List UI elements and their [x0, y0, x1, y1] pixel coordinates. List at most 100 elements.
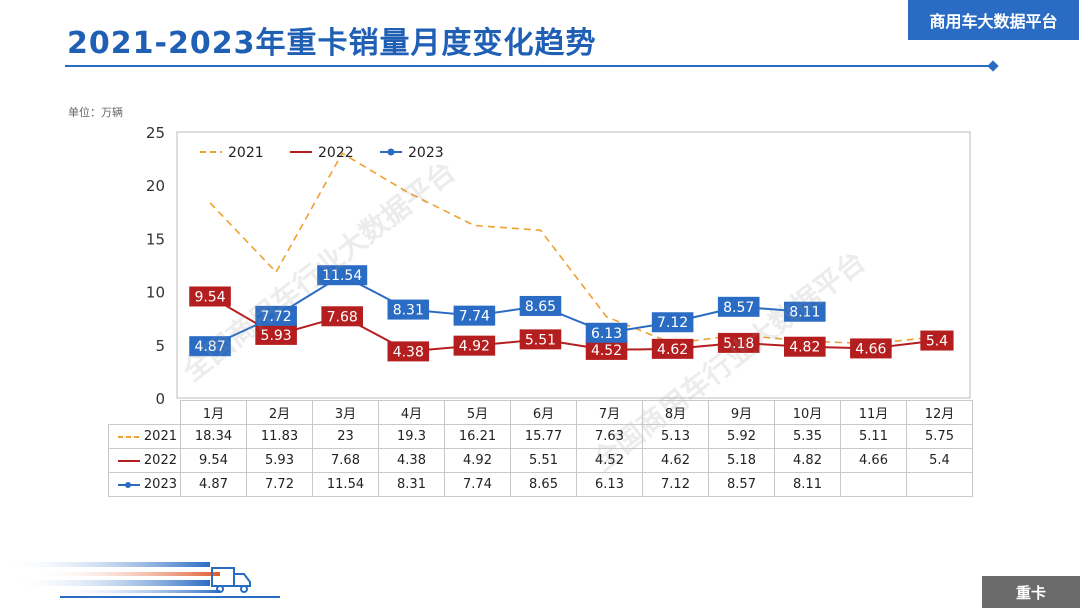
data-label-box [585, 339, 628, 360]
table-cell: 5.92 [708, 424, 775, 449]
y-tick-label: 25 [146, 124, 165, 142]
data-label: 5.51 [525, 332, 556, 348]
data-label: 7.68 [327, 309, 358, 325]
table-cell: 5.75 [906, 424, 973, 449]
data-label: 9.54 [194, 289, 225, 305]
data-label: 4.92 [459, 339, 490, 355]
data-label-box [920, 330, 954, 351]
legend: 2021 2022 2023 [200, 145, 444, 161]
legend-label-2023: 2023 [408, 145, 444, 161]
table-header-cell: 11月 [840, 400, 907, 425]
table-cell: 18.34 [180, 424, 247, 449]
data-label-box [321, 306, 364, 327]
data-label-box [717, 296, 760, 317]
data-label: 11.54 [322, 268, 362, 284]
table-cell: 8.65 [510, 472, 577, 497]
legend-label-2022: 2022 [318, 145, 354, 161]
data-label: 5.4 [926, 334, 948, 350]
table-cell: 5.93 [246, 448, 313, 473]
data-label-box [519, 295, 562, 316]
data-label: 4.62 [657, 342, 688, 358]
table-cell: 11.83 [246, 424, 313, 449]
y-tick-label: 15 [146, 230, 165, 248]
table-cell: 7.72 [246, 472, 313, 497]
y-tick-label: 0 [155, 390, 165, 408]
series-line-2023 [209, 274, 805, 348]
table-cell: 5.13 [642, 424, 709, 449]
table-header-cell: 9月 [708, 400, 775, 425]
data-label-box [519, 329, 562, 350]
row-series-name: 2023 [143, 477, 177, 492]
table-row-label: 2023 [108, 472, 181, 497]
table-cell: 16.21 [444, 424, 511, 449]
data-label-layer: 9.54 5.93 7.68 4.38 4.92 5.51 4.52 4.62 5.18 4.82… [189, 265, 954, 362]
plot-border [176, 131, 971, 399]
data-label-box [850, 338, 892, 359]
table-cell: 4.92 [444, 448, 511, 473]
series-line-2021 [209, 152, 938, 345]
data-label: 8.11 [789, 305, 820, 321]
series-layer [206, 152, 938, 353]
data-label: 8.57 [723, 300, 754, 316]
data-label-box [189, 336, 231, 357]
data-label-box [453, 335, 496, 356]
table-cell: 9.54 [180, 448, 247, 473]
data-label-box [717, 332, 760, 353]
y-tick-label: 20 [146, 177, 165, 195]
table-header-cell: 6月 [510, 400, 577, 425]
table-cell: 15.77 [510, 424, 577, 449]
table-header-cell: 8月 [642, 400, 709, 425]
table-cell: 8.31 [378, 472, 445, 497]
table-header-cell: 10月 [774, 400, 841, 425]
table-header-cell: 5月 [444, 400, 511, 425]
plot-area: 0 5 10 15 20 25 [146, 124, 971, 408]
data-label-box [783, 301, 826, 322]
table-row: 2022 9.54 5.93 7.68 4.38 4.92 5.51 4.52 4.62 5.18… [108, 448, 973, 473]
table-cell: 4.82 [774, 448, 841, 473]
table-header-cell: 4月 [378, 400, 445, 425]
row-series-name: 2021 [143, 429, 177, 444]
table-row-label: 2021 [108, 424, 181, 449]
data-label: 7.12 [657, 315, 688, 331]
table-cell: 7.12 [642, 472, 709, 497]
data-label-box [255, 305, 297, 326]
y-tick-label: 5 [155, 337, 165, 355]
table-cell: 11.54 [312, 472, 379, 497]
data-label: 4.38 [393, 344, 424, 360]
table-cell: 5.4 [906, 448, 973, 473]
row-series-name: 2022 [143, 453, 177, 468]
data-label: 6.13 [591, 326, 622, 342]
table-cell: 4.52 [576, 448, 643, 473]
data-label: 4.87 [194, 339, 225, 355]
table-cell [840, 472, 907, 497]
page-title: 2021-2023年重卡销量月度变化趋势 [67, 26, 597, 61]
data-label: 4.52 [591, 343, 622, 359]
data-label-box [189, 286, 231, 307]
data-label-box [651, 338, 694, 359]
data-table: 1月 2月 3月 4月 5月 6月 7月 8月 9月 10月 11月 12月 2021 18.34 11.8… [108, 400, 973, 497]
table-row: 2023 4.87 7.72 11.54 8.31 7.74 8.65 6.13 7.12 8.5… [108, 472, 973, 497]
legend-key-icon [117, 459, 140, 462]
table-header-row: 1月 2月 3月 4月 5月 6月 7月 8月 9月 10月 11月 12月 [109, 400, 973, 425]
title-divider [65, 65, 993, 67]
data-label: 7.74 [459, 309, 490, 325]
table-corner [109, 401, 181, 425]
table-cell: 7.74 [444, 472, 511, 497]
data-label-box [651, 312, 694, 333]
table-header-cell: 1月 [180, 400, 247, 425]
table-row: 2021 18.34 11.83 23 19.3 16.21 15.77 7.63 5.13 5.… [108, 424, 973, 449]
data-label-box [783, 336, 826, 357]
table-cell: 8.57 [708, 472, 775, 497]
table-cell: 4.62 [642, 448, 709, 473]
table-header-cell: 7月 [576, 400, 643, 425]
data-label-box [317, 265, 368, 286]
table-cell: 5.51 [510, 448, 577, 473]
table-row-label: 2022 [108, 448, 181, 473]
data-label-box [585, 322, 628, 343]
legend-marker-2023 [387, 148, 395, 156]
data-label: 4.66 [855, 341, 886, 357]
y-tick-label: 10 [146, 284, 165, 302]
table-cell: 19.3 [378, 424, 445, 449]
data-label: 7.72 [261, 309, 292, 325]
